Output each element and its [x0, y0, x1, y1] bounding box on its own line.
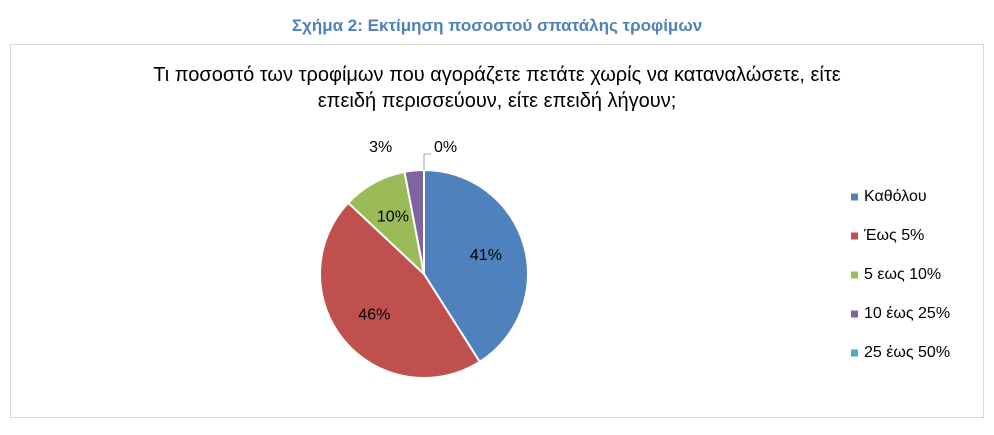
legend-label: Καθόλου: [864, 188, 927, 205]
title-line: Τι ποσοστό των τροφίμων που αγοράζετε πε…: [153, 64, 841, 86]
legend-swatch: [851, 193, 858, 201]
legend-label: Έως 5%: [863, 227, 924, 244]
legend-swatch: [851, 271, 858, 279]
legend-label: 25 έως 50%: [864, 344, 950, 361]
data-label: 46%: [358, 306, 390, 323]
pie-slice: [319, 201, 482, 379]
data-label: 41%: [470, 247, 502, 264]
legend-swatch: [851, 349, 858, 357]
legend-swatch: [851, 310, 858, 318]
legend-label: 5 εως 10%: [864, 266, 941, 283]
title-line: επειδή περισσεύουν, είτε επειδή λήγουν;: [317, 90, 677, 112]
chart-frame: [10, 44, 984, 418]
data-label: 3%: [369, 139, 392, 156]
leader-line: [423, 153, 431, 170]
chart-title: Τι ποσοστό των τροφίμων που αγοράζετε πε…: [0, 62, 994, 114]
data-label: 10%: [377, 209, 409, 226]
legend-swatch: [851, 232, 858, 240]
figure-caption: Σχήμα 2: Εκτίμηση ποσοστού σπατάλης τροφ…: [291, 16, 703, 35]
legend-label: 10 έως 25%: [864, 305, 950, 322]
data-label: 0%: [434, 139, 457, 156]
